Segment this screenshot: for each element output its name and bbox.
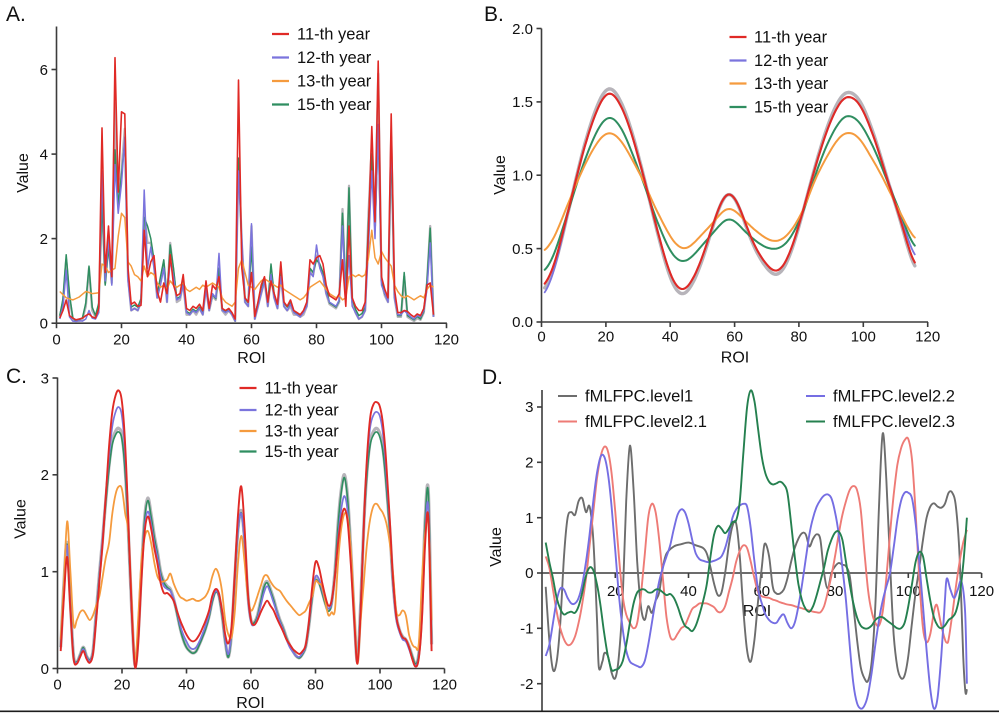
svg-text:60: 60: [726, 329, 743, 346]
svg-text:D.: D.: [482, 366, 503, 389]
svg-text:fMLFPC.level2.1: fMLFPC.level2.1: [585, 413, 707, 431]
svg-text:40: 40: [178, 332, 195, 349]
svg-text:0: 0: [52, 332, 60, 349]
svg-text:11-th year: 11-th year: [754, 29, 828, 47]
svg-text:2: 2: [525, 455, 533, 472]
svg-text:0.5: 0.5: [512, 241, 533, 258]
svg-text:20: 20: [598, 329, 615, 346]
svg-text:80: 80: [307, 677, 324, 694]
svg-text:80: 80: [791, 329, 808, 346]
svg-text:Value: Value: [15, 153, 32, 193]
svg-text:0: 0: [525, 565, 533, 582]
svg-text:11-th year: 11-th year: [297, 26, 371, 44]
svg-text:6: 6: [40, 62, 48, 79]
svg-text:ROI: ROI: [237, 350, 265, 367]
svg-text:3: 3: [525, 399, 533, 416]
svg-text:0.0: 0.0: [512, 314, 533, 331]
svg-text:15-th year: 15-th year: [754, 99, 829, 117]
svg-text:0: 0: [537, 329, 545, 346]
svg-text:1: 1: [41, 564, 49, 581]
svg-text:-2: -2: [520, 676, 533, 693]
svg-text:40: 40: [178, 677, 195, 694]
svg-text:-1: -1: [520, 621, 533, 638]
svg-text:120: 120: [915, 329, 940, 346]
svg-text:40: 40: [662, 329, 679, 346]
svg-text:1.5: 1.5: [512, 94, 533, 111]
svg-text:12-th year: 12-th year: [297, 49, 372, 67]
svg-text:80: 80: [827, 583, 844, 600]
svg-text:A.: A.: [6, 3, 26, 26]
svg-text:11-th year: 11-th year: [265, 380, 339, 398]
svg-text:Value: Value: [488, 527, 505, 567]
svg-text:3: 3: [41, 370, 49, 387]
svg-text:100: 100: [851, 329, 876, 346]
svg-text:15-th year: 15-th year: [265, 443, 340, 461]
svg-text:ROI: ROI: [236, 695, 264, 712]
svg-text:20: 20: [113, 332, 130, 349]
svg-text:Value: Value: [13, 499, 30, 539]
svg-text:100: 100: [369, 332, 394, 349]
svg-text:120: 120: [432, 677, 457, 694]
svg-text:13-th year: 13-th year: [297, 73, 372, 91]
svg-text:15-th year: 15-th year: [297, 96, 372, 114]
svg-text:100: 100: [367, 677, 392, 694]
svg-text:1.0: 1.0: [512, 168, 533, 185]
svg-text:0: 0: [53, 677, 61, 694]
svg-text:ROI: ROI: [721, 350, 749, 367]
svg-text:4: 4: [40, 146, 48, 163]
svg-text:2: 2: [41, 467, 49, 484]
svg-text:20: 20: [114, 677, 131, 694]
svg-text:13-th year: 13-th year: [265, 423, 340, 441]
svg-text:12-th year: 12-th year: [754, 52, 829, 70]
svg-text:40: 40: [680, 583, 697, 600]
svg-text:120: 120: [434, 332, 459, 349]
svg-text:fMLFPC.level2.2: fMLFPC.level2.2: [833, 388, 955, 406]
svg-text:12-th year: 12-th year: [265, 402, 340, 420]
svg-text:Value: Value: [492, 155, 509, 195]
svg-text:0: 0: [40, 315, 48, 332]
svg-text:2: 2: [40, 231, 48, 248]
svg-text:13-th year: 13-th year: [754, 75, 829, 93]
svg-text:60: 60: [243, 677, 260, 694]
svg-text:fMLFPC.level2.3: fMLFPC.level2.3: [833, 413, 955, 431]
svg-text:2.0: 2.0: [512, 21, 533, 38]
svg-text:120: 120: [969, 583, 994, 600]
svg-text:60: 60: [243, 332, 260, 349]
svg-text:80: 80: [308, 332, 325, 349]
svg-text:C.: C.: [6, 365, 27, 388]
svg-text:0: 0: [41, 661, 49, 678]
svg-text:1: 1: [525, 510, 533, 527]
svg-text:fMLFPC.level1: fMLFPC.level1: [585, 388, 693, 406]
svg-text:B.: B.: [484, 3, 504, 26]
